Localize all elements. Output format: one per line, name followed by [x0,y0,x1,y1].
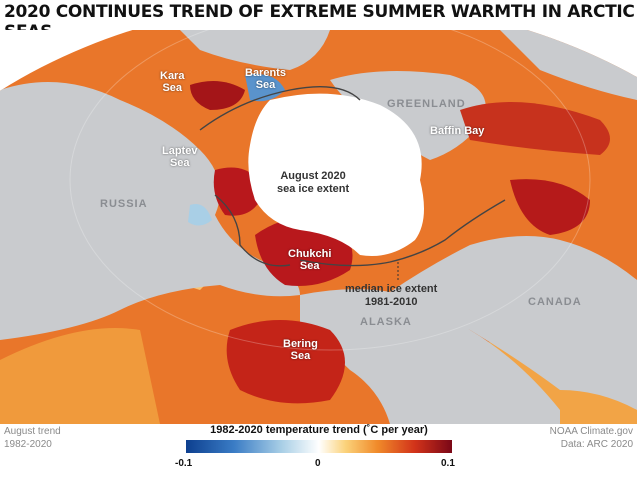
bering-sea-label: Bering Sea [283,338,318,362]
credit-line2: Data: ARC 2020 [560,439,633,450]
chukchi-sea-label: Chukchi Sea [288,248,332,272]
trend-caption-line1: August trend [4,426,61,437]
trend-caption-line2: 1982-2020 [4,439,52,450]
colorbar-max-label: 0.1 [441,458,455,469]
greenland-landmass [330,71,486,160]
colorbar [186,440,452,453]
august-ice-extent-label: August 2020 sea ice extent [277,170,350,195]
credit-line1: NOAA Climate.gov [549,426,633,437]
canada-label: CANADA [528,296,582,308]
barents-sea-label: Barents Sea [245,67,286,91]
colorbar-mid-label: 0 [315,458,321,469]
median-ice-extent-line [199,85,506,267]
bering-hotspot [226,320,345,404]
colorbar-title: 1982-2020 temperature trend (˚C per year… [210,424,428,436]
greenland-label: GREENLAND [387,98,466,110]
colorbar-min-label: -0.1 [175,458,193,469]
sea-ice-extent [248,93,424,256]
laptev-sea-label: Laptev Sea [162,145,198,169]
baffin-bay-label: Baffin Bay [430,125,485,137]
median-ice-extent-label: median ice extent 1981-2010 [345,283,438,308]
alaska-label: ALASKA [360,316,412,328]
kara-sea-label: Kara Sea [160,70,185,94]
canada-landmass [390,236,637,410]
credit: NOAA Climate.gov Data: ARC 2020 [550,425,633,451]
alaska-landmass [300,289,560,424]
russia-label: RUSSIA [100,198,148,210]
russia-landmass [0,82,300,340]
trend-caption: August trend 1982-2020 [4,425,61,451]
arctic-map [0,30,637,424]
